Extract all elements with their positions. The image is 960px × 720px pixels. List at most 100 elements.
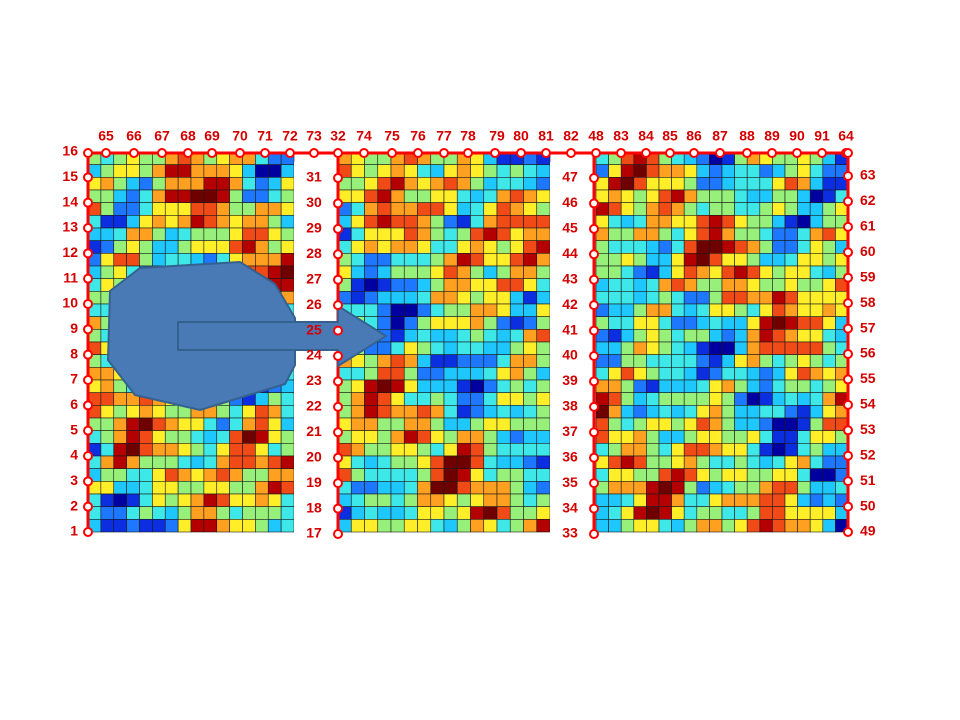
heatmap-cell — [809, 240, 824, 254]
heatmap-cell — [683, 481, 698, 495]
heatmap-cell — [430, 417, 445, 431]
heatmap-cell — [523, 215, 538, 229]
heatmap-cell — [608, 481, 622, 495]
heatmap-cell — [784, 215, 798, 229]
heatmap-cell — [377, 202, 392, 216]
heatmap-cell — [255, 506, 269, 520]
heatmap-cell — [523, 240, 538, 254]
electrode-node — [843, 148, 853, 158]
heatmap-cell — [190, 519, 205, 533]
heatmap-cell — [190, 493, 205, 507]
heatmap-cell — [280, 392, 295, 406]
heatmap-cell — [721, 379, 735, 393]
heatmap-cell — [509, 177, 524, 191]
heatmap-cell — [430, 367, 445, 381]
heatmap-cell — [759, 341, 773, 355]
heatmap-cell — [671, 506, 685, 520]
heatmap-cell — [658, 253, 672, 267]
heatmap-cell — [608, 468, 622, 482]
channel-label: 73 — [306, 128, 322, 144]
heatmap-cell — [509, 227, 524, 241]
heatmap-cell — [633, 455, 647, 469]
channel-label: 1 — [70, 523, 78, 539]
heatmap-cell — [772, 405, 786, 419]
heatmap-cell — [536, 481, 551, 495]
heatmap-cell — [483, 177, 498, 191]
electrode-node — [843, 323, 853, 334]
heatmap-cell — [797, 468, 811, 482]
heatmap-cell — [242, 417, 256, 431]
heatmap-cell — [164, 468, 179, 482]
heatmap-cell — [164, 227, 179, 241]
heatmap-cell — [595, 341, 609, 355]
heatmap-cell — [646, 278, 660, 292]
heatmap-cell — [430, 443, 445, 457]
heatmap-cell — [523, 392, 538, 406]
heatmap-cell — [658, 367, 672, 381]
heatmap-cell — [523, 278, 538, 292]
heatmap-cell — [483, 303, 498, 317]
heatmap-cell — [496, 227, 511, 241]
heatmap-cell — [620, 392, 635, 406]
electrode-node — [843, 221, 853, 232]
heatmap-cell — [483, 379, 498, 393]
heatmap-cell — [620, 189, 635, 203]
heatmap-cell — [496, 177, 511, 191]
heatmap-cell — [671, 443, 685, 457]
heatmap-cell — [350, 265, 365, 279]
heatmap-cell — [620, 240, 635, 254]
heatmap-cell — [364, 240, 379, 254]
electrode-node — [843, 425, 853, 436]
heatmap-cell — [671, 417, 685, 431]
heatmap-cell — [417, 481, 432, 495]
heatmap-cell — [177, 468, 192, 482]
heatmap-cell — [696, 481, 710, 495]
heatmap-cell — [809, 265, 824, 279]
electrode-node — [333, 427, 343, 438]
heatmap-cell — [509, 379, 524, 393]
heatmap-cell — [470, 164, 485, 178]
heatmap-cell — [430, 506, 445, 520]
heatmap-cell — [509, 443, 524, 457]
heatmap-cell — [350, 379, 365, 393]
heatmap-cell — [822, 164, 836, 178]
heatmap-cell — [430, 265, 445, 279]
heatmap-cell — [377, 468, 392, 482]
heatmap-cell — [364, 265, 379, 279]
heatmap-cell — [390, 202, 405, 216]
heatmap-cell — [470, 455, 485, 469]
heatmap-cell — [100, 430, 115, 444]
heatmap-cell — [822, 240, 836, 254]
heatmap-cell — [696, 215, 710, 229]
heatmap-cell — [255, 493, 269, 507]
heatmap-cell — [709, 367, 723, 381]
heatmap-cell — [350, 493, 365, 507]
electrode-node — [616, 148, 626, 158]
heatmap-cell — [364, 430, 379, 444]
heatmap-cell — [696, 265, 710, 279]
heatmap-cell — [190, 468, 205, 482]
heatmap-cell — [536, 405, 551, 419]
heatmap-cell — [683, 367, 698, 381]
heatmap-cell — [403, 455, 418, 469]
heatmap-cell — [633, 354, 647, 368]
heatmap-cell — [100, 367, 115, 381]
heatmap-cell — [784, 430, 798, 444]
heatmap-cell — [633, 265, 647, 279]
electrode-node — [83, 527, 93, 537]
channel-label: 45 — [562, 220, 578, 236]
heatmap-cell — [734, 316, 748, 330]
heatmap-cell — [734, 177, 748, 191]
heatmap-cell — [280, 417, 295, 431]
heatmap-cell — [377, 379, 392, 393]
heatmap-cell — [683, 341, 698, 355]
heatmap-cell — [759, 278, 773, 292]
heatmap-cell — [350, 392, 365, 406]
heatmap-cell — [164, 240, 179, 254]
heatmap-cell — [809, 215, 824, 229]
heatmap-cell — [683, 405, 698, 419]
channel-label: 86 — [686, 128, 702, 144]
heatmap-cell — [721, 455, 735, 469]
heatmap-cell — [608, 367, 622, 381]
heatmap-cell — [126, 455, 140, 469]
